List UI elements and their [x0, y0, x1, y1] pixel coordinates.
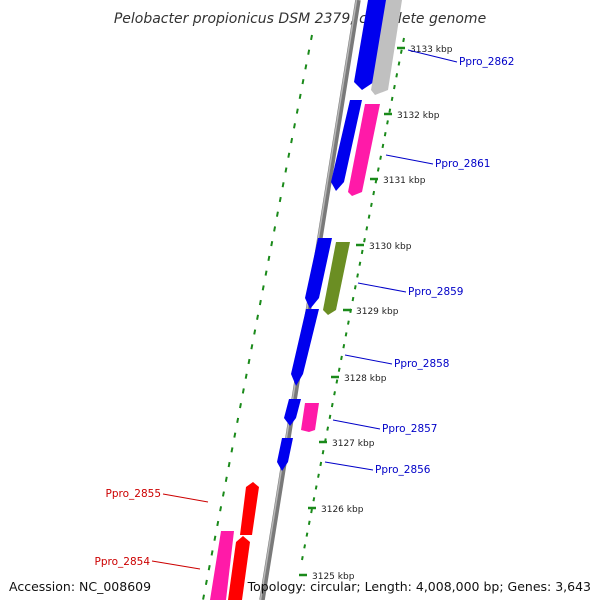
gene-leader-line [344, 354, 393, 365]
gene-feature[interactable] [331, 100, 362, 191]
tick-label: 3128 kbp [344, 374, 387, 384]
tick-rings: 3133 kbp 3132 kbp 3131 kbp 3130 kbp 3129 kbp… [202, 34, 453, 600]
gene-labels: Ppro_2862 Ppro_2861 Ppro_2859 Ppro_2858 Ppro… [95, 49, 514, 570]
gene-leader-line [151, 560, 201, 570]
tick-label: 3131 kbp [383, 176, 426, 186]
gene-feature[interactable] [354, 0, 388, 90]
gene-feature[interactable] [301, 403, 319, 432]
gene-label[interactable]: Ppro_2859 [408, 286, 463, 298]
gene-leader-line [332, 419, 381, 430]
tick-label: 3127 kbp [332, 439, 375, 449]
gene-feature[interactable] [210, 531, 234, 600]
map-title: Pelobacter propionicus DSM 2379, complet… [114, 11, 486, 27]
gene-label[interactable]: Ppro_2855 [106, 488, 161, 500]
gene-label[interactable]: Ppro_2857 [382, 423, 437, 435]
gene-leader-line [357, 282, 407, 293]
gene-leader-line [385, 154, 434, 165]
gene-feature[interactable] [348, 104, 380, 196]
gene-label[interactable]: Ppro_2856 [375, 464, 431, 476]
gene-feature[interactable] [323, 242, 350, 315]
gene-label[interactable]: Ppro_2858 [394, 358, 449, 370]
gene-feature[interactable] [305, 238, 332, 309]
tick-label: 3126 kbp [321, 505, 364, 515]
gene-label[interactable]: Ppro_2854 [95, 556, 151, 568]
inner-tick-ring [202, 34, 313, 600]
genes-layer [210, 0, 402, 600]
gene-feature[interactable] [228, 536, 250, 600]
accession-label: Accession: NC_008609 [9, 579, 152, 594]
gene-feature[interactable] [371, 0, 402, 95]
outer-tick-ring [301, 37, 405, 561]
gene-leader-line [407, 49, 458, 63]
gene-label[interactable]: Ppro_2861 [435, 158, 490, 170]
tick-label: 3130 kbp [369, 242, 412, 252]
gene-feature[interactable] [277, 438, 293, 471]
gene-leader-line [324, 461, 374, 471]
tick-label: 3132 kbp [397, 111, 440, 121]
gene-feature[interactable] [240, 482, 259, 535]
gene-label[interactable]: Ppro_2862 [459, 56, 514, 68]
tick-label: 3125 kbp [312, 572, 355, 582]
tick-label: 3129 kbp [356, 307, 399, 317]
genome-stats-label: Topology: circular; Length: 4,008,000 bp… [247, 579, 591, 594]
tick-label: 3133 kbp [410, 45, 453, 55]
gene-feature[interactable] [284, 399, 301, 426]
gene-leader-line [162, 493, 209, 503]
gene-feature[interactable] [291, 309, 319, 386]
